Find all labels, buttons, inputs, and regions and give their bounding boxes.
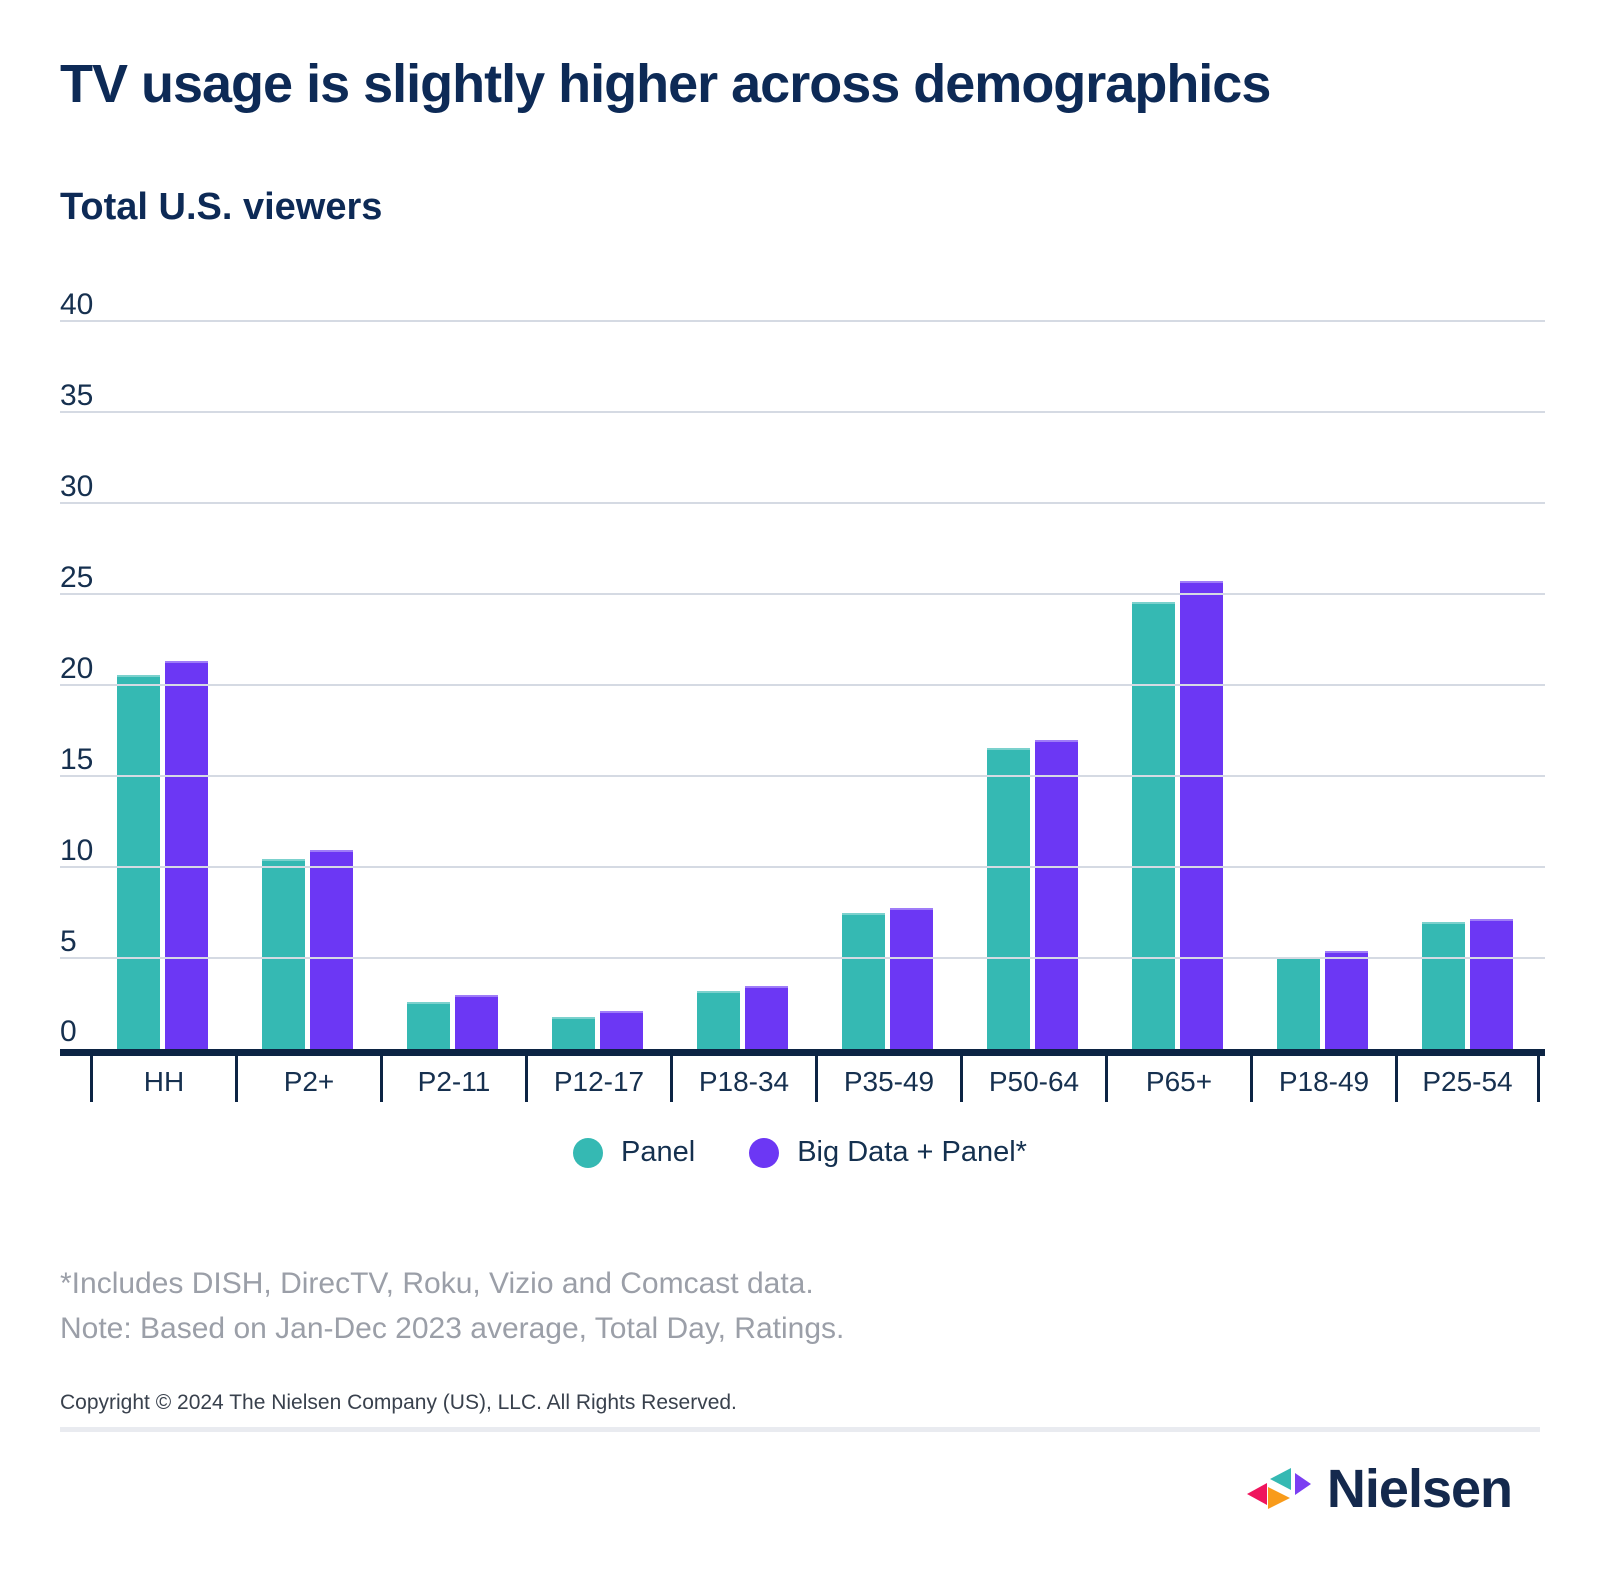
bar-group-P18-34: [670, 322, 815, 1050]
y-axis-label-20: 20: [60, 651, 94, 685]
gridline-25: [60, 593, 1545, 596]
bar-panel-HH: [117, 675, 160, 1050]
bar-panel-P2+: [262, 858, 305, 1050]
y-axis-label-25: 25: [60, 561, 94, 595]
x-axis-label-P2+: P2+: [235, 1056, 380, 1103]
footer-divider: [60, 1427, 1540, 1433]
legend-dot-icon: [573, 1137, 604, 1168]
plot-area: 0 5 10 15 20 25 30 35 40: [60, 288, 1545, 1057]
logo-triangle-pink-icon: [1246, 1483, 1267, 1506]
nielsen-logo-icon: [1246, 1468, 1311, 1510]
bar-panel-P12-17: [552, 1016, 595, 1050]
y-axis-label-15: 15: [60, 742, 94, 776]
y-axis-label-10: 10: [60, 833, 94, 867]
legend-item: Big Data + Panel*: [749, 1136, 1027, 1169]
legend-label: Panel: [621, 1136, 696, 1169]
bar-panel-P18-34: [697, 991, 740, 1050]
bar-bigdata-panel-P50-64: [1035, 740, 1078, 1050]
x-axis-line: [60, 1049, 1545, 1057]
copyright-text: Copyright © 2024 The Nielsen Company (US…: [60, 1391, 737, 1415]
bar-panel-P25-54: [1422, 922, 1465, 1050]
bar-chart: 0 5 10 15 20 25 30 35 40 HH P2+ P2-11 P12-17 P18-34 P…: [60, 288, 1545, 1103]
chart-legend: Panel Big Data + Panel*: [60, 1136, 1540, 1169]
bar-bigdata-panel-P65+: [1180, 580, 1223, 1050]
y-axis-label-30: 30: [60, 470, 94, 504]
gridline-10: [60, 865, 1545, 868]
bar-panel-P18-49: [1277, 956, 1320, 1050]
bar-bigdata-panel-P2+: [310, 849, 353, 1050]
bar-bigdata-panel-P12-17: [600, 1011, 643, 1050]
logo-triangle-orange-icon: [1267, 1487, 1290, 1510]
y-axis-label-5: 5: [60, 924, 77, 958]
footnotes: *Includes DISH, DirecTV, Roku, Vizio and…: [60, 1261, 1540, 1351]
bars-band: [90, 322, 1540, 1050]
x-axis-label-P12-17: P12-17: [525, 1056, 670, 1103]
x-axis-label-P35-49: P35-49: [815, 1056, 960, 1103]
bar-bigdata-panel-P25-54: [1470, 918, 1513, 1050]
chart-subtitle: Total U.S. viewers: [60, 186, 383, 229]
bar-panel-P65+: [1132, 602, 1175, 1050]
logo-triangle-teal-icon: [1269, 1468, 1291, 1491]
logo-triangle-purple-icon: [1294, 1473, 1311, 1496]
legend-dot-icon: [749, 1137, 780, 1168]
gridline-5: [60, 956, 1545, 959]
bar-group-P2+: [235, 322, 380, 1050]
footnote-note: Note: Based on Jan-Dec 2023 average, Tot…: [60, 1312, 845, 1346]
bar-bigdata-panel-P18-49: [1325, 951, 1368, 1050]
x-axis-label-P18-49: P18-49: [1250, 1056, 1395, 1103]
y-axis-label-40: 40: [60, 288, 94, 322]
bar-bigdata-panel-P35-49: [890, 907, 933, 1050]
y-axis-label-35: 35: [60, 379, 94, 413]
nielsen-wordmark: Nielsen: [1326, 1459, 1513, 1520]
bar-group-P2-11: [380, 322, 525, 1050]
bar-bigdata-panel-P18-34: [745, 985, 788, 1050]
gridline-30: [60, 502, 1545, 505]
gridline-40: [60, 320, 1545, 323]
legend-item: Panel: [573, 1136, 695, 1169]
bar-group-P50-64: [960, 322, 1105, 1050]
bar-panel-P50-64: [987, 747, 1030, 1050]
x-axis-band: HH P2+ P2-11 P12-17 P18-34 P35-49 P50-64 P65+ P1…: [90, 1056, 1540, 1103]
gridline-35: [60, 411, 1545, 414]
bar-group-P12-17: [525, 322, 670, 1050]
x-axis-label-HH: HH: [90, 1056, 235, 1103]
footnote-sources: *Includes DISH, DirecTV, Roku, Vizio and…: [60, 1267, 814, 1301]
bar-bigdata-panel-P2-11: [455, 994, 498, 1050]
page-title: TV usage is slightly higher across demog…: [60, 54, 1271, 114]
y-axis-label-0: 0: [60, 1015, 77, 1049]
bar-bigdata-panel-HH: [165, 660, 208, 1050]
x-axis-label-P25-54: P25-54: [1395, 1056, 1540, 1103]
bar-group-P65+: [1105, 322, 1250, 1050]
x-axis-label-P50-64: P50-64: [960, 1056, 1105, 1103]
bar-group-P25-54: [1395, 322, 1540, 1050]
bar-panel-P2-11: [407, 1002, 450, 1050]
bar-group-HH: [90, 322, 235, 1050]
gridline-20: [60, 683, 1545, 686]
bar-group-P35-49: [815, 322, 960, 1050]
bar-group-P18-49: [1250, 322, 1395, 1050]
bar-panel-P35-49: [842, 913, 885, 1050]
x-axis-label-P18-34: P18-34: [670, 1056, 815, 1103]
nielsen-logo: Nielsen: [60, 1458, 1540, 1520]
x-axis-label-P2-11: P2-11: [380, 1056, 525, 1103]
legend-label: Big Data + Panel*: [797, 1136, 1027, 1169]
x-axis-label-P65+: P65+: [1105, 1056, 1250, 1103]
gridline-15: [60, 774, 1545, 777]
